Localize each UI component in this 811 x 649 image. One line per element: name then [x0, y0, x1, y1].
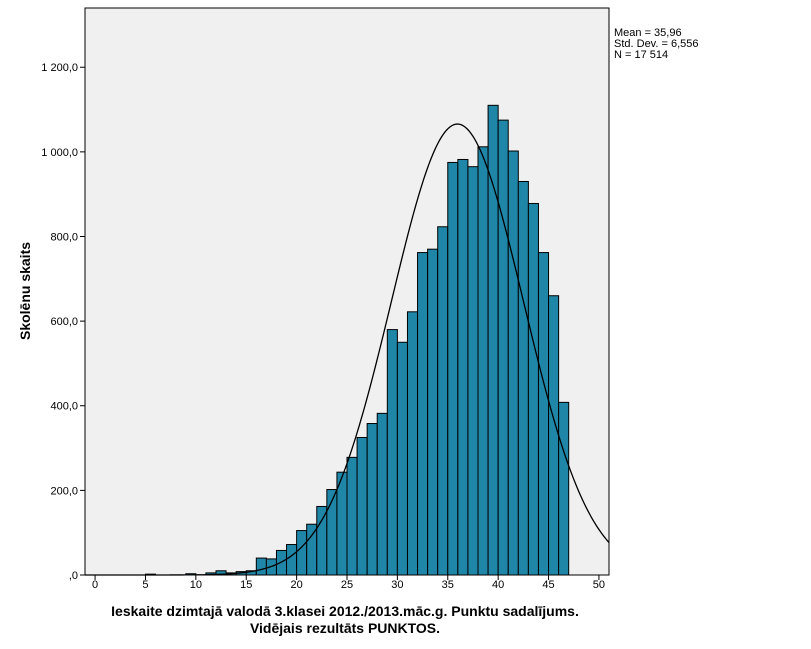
- x-tick-label: 45: [542, 579, 554, 591]
- histogram-bar: [275, 549, 288, 576]
- x-tick-label: 5: [142, 579, 148, 591]
- x-tick-label: 0: [92, 579, 98, 591]
- histogram-bar: [537, 252, 550, 576]
- stats-n: N = 17 514: [614, 49, 668, 61]
- histogram-bar: [376, 412, 388, 576]
- histogram-bars: [144, 104, 570, 576]
- y-tick-label: 600,0: [50, 316, 78, 328]
- y-tick-label: 800,0: [50, 231, 78, 243]
- x-tick-label: 20: [290, 579, 302, 591]
- y-tick-label: 1 000,0: [41, 147, 78, 159]
- stats-mean: Mean = 35,96: [614, 27, 682, 39]
- histogram-bar: [497, 119, 509, 576]
- histogram-bar: [558, 401, 570, 576]
- histogram-bar: [467, 166, 479, 576]
- histogram-bar: [447, 161, 459, 576]
- x-tick-label: 15: [240, 579, 252, 591]
- histogram-bar: [477, 146, 489, 576]
- histogram-bar: [356, 436, 368, 576]
- histogram-bar: [507, 150, 519, 576]
- x-axis-title-line-2: Vidējais rezultāts PUNKTOS.: [250, 620, 440, 636]
- x-tick-label: 10: [190, 579, 202, 591]
- x-tick-label: 40: [492, 579, 504, 591]
- y-tick-label: 200,0: [50, 485, 78, 497]
- histogram-bar: [417, 252, 429, 576]
- histogram-bar: [296, 530, 308, 576]
- stats-std-dev: Std. Dev. = 6,556: [614, 38, 699, 50]
- histogram-bar: [306, 523, 318, 576]
- x-tick-label: 35: [442, 579, 454, 591]
- x-tick-label: 50: [593, 579, 605, 591]
- histogram-bar: [255, 557, 267, 576]
- y-axis-title: Skolēnu skaits: [17, 242, 33, 340]
- normal-curve: [85, 123, 610, 576]
- x-tick-label: 25: [341, 579, 353, 591]
- x-tick-label: 30: [391, 579, 403, 591]
- histogram-bar: [427, 248, 439, 576]
- histogram-bar: [346, 456, 358, 576]
- y-tick-label: 1 200,0: [41, 62, 78, 74]
- histogram-bar: [366, 423, 378, 576]
- histogram-bar: [396, 341, 408, 576]
- x-axis: 0 5 10 15 20 25 30 35 40 45 50: [92, 575, 605, 591]
- histogram-bar: [457, 158, 469, 576]
- histogram-bar: [316, 505, 328, 576]
- histogram-bar: [517, 180, 529, 576]
- histogram-bar: [386, 329, 398, 576]
- histogram-bar: [548, 295, 560, 576]
- y-tick-label: ,0: [69, 570, 78, 582]
- x-axis-title-line-1: Ieskaite dzimtajā valodā 3.klasei 2012./…: [111, 603, 579, 619]
- histogram-bar: [286, 544, 298, 576]
- histogram-bar: [437, 226, 449, 576]
- y-axis: ,0 200,0 400,0 600,0 800,0 1 000,0 1 200,0: [41, 62, 85, 582]
- y-tick-label: 400,0: [50, 401, 78, 413]
- histogram-bar: [406, 311, 419, 576]
- histogram-bar: [527, 202, 539, 576]
